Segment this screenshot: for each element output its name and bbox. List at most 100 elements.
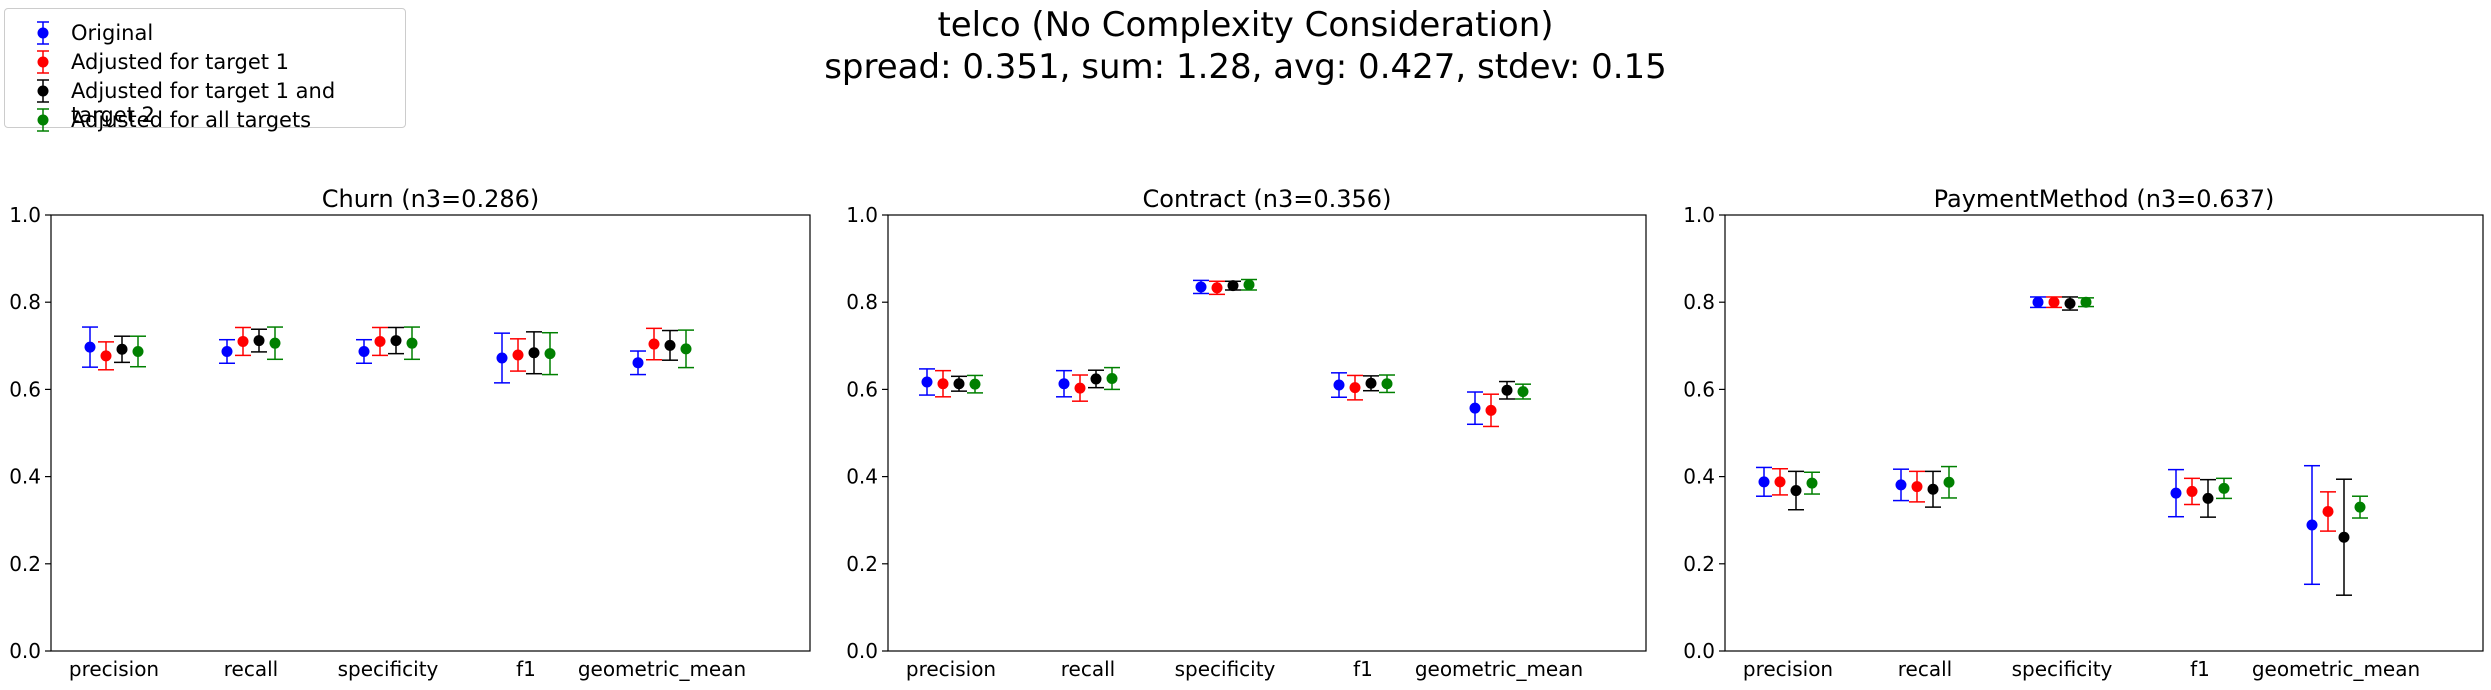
y-tick-label: 0.4: [1683, 465, 1715, 489]
y-tick-label: 0.8: [9, 290, 41, 314]
x-tick-label: specificity: [2012, 657, 2113, 681]
data-point: [269, 337, 281, 349]
data-point: [116, 343, 128, 355]
legend-item-adjusted-all: Adjusted for all targets: [5, 106, 405, 134]
y-tick-label: 0.8: [1683, 290, 1715, 314]
legend-item-adjusted-target-1: Adjusted for target 1: [5, 48, 405, 76]
data-point: [2080, 296, 2092, 308]
data-point: [2218, 482, 2230, 494]
data-point: [921, 376, 933, 388]
x-tick-label: f1: [516, 657, 536, 681]
data-point: [1485, 404, 1497, 416]
data-point: [1195, 281, 1207, 293]
y-tick-label: 0.6: [846, 377, 878, 401]
x-tick-label: geometric_mean: [2252, 657, 2420, 681]
data-point: [1517, 386, 1529, 398]
data-point: [2048, 296, 2060, 308]
data-point: [969, 378, 981, 390]
data-point: [2306, 519, 2318, 531]
data-point: [1333, 379, 1345, 391]
data-point: [1501, 384, 1513, 396]
data-point: [2032, 296, 2044, 308]
data-point: [2064, 298, 2076, 310]
x-tick-label: geometric_mean: [1415, 657, 1583, 681]
legend-marker-icon: [37, 21, 49, 45]
legend-item-original: Original: [5, 19, 405, 47]
data-point: [648, 338, 660, 350]
data-point: [1790, 485, 1802, 497]
y-tick-label: 0.8: [846, 290, 878, 314]
data-point: [632, 357, 644, 369]
y-tick-label: 1.0: [1683, 203, 1715, 227]
y-tick-label: 0.2: [846, 552, 878, 576]
x-tick-label: recall: [1061, 657, 1115, 681]
data-point: [496, 352, 508, 364]
data-point: [1806, 477, 1818, 489]
y-tick-label: 0.4: [9, 465, 41, 489]
data-point: [132, 345, 144, 357]
data-point: [1895, 479, 1907, 491]
data-point: [1074, 382, 1086, 394]
data-point: [2354, 501, 2366, 513]
data-point: [1058, 378, 1070, 390]
data-point: [1243, 279, 1255, 291]
legend-marker-icon: [37, 50, 49, 74]
data-point: [664, 339, 676, 351]
legend-item-adjusted-target-1-2: Adjusted for target 1 and target 2: [5, 77, 405, 127]
data-point: [358, 345, 370, 357]
data-point: [2186, 485, 2198, 497]
x-tick-label: recall: [1898, 657, 1952, 681]
plot-frame: [887, 214, 1647, 652]
legend-label: Original: [71, 21, 154, 45]
data-point: [544, 348, 556, 360]
data-point: [1227, 280, 1239, 292]
x-tick-label: precision: [1743, 657, 1833, 681]
x-tick-label: f1: [1353, 657, 1373, 681]
figure-title: telco (No Complexity Consideration) spre…: [0, 4, 2491, 88]
y-tick-label: 0.2: [1683, 552, 1715, 576]
data-point: [406, 337, 418, 349]
subplot-title: PaymentMethod (n3=0.637): [1934, 185, 2275, 213]
data-point: [680, 343, 692, 355]
y-tick-label: 0.6: [1683, 377, 1715, 401]
figure-title-line1: telco (No Complexity Consideration): [937, 5, 1554, 45]
data-point: [1943, 476, 1955, 488]
data-point: [953, 378, 965, 390]
data-point: [2322, 505, 2334, 517]
y-tick-label: 0.0: [9, 639, 41, 663]
x-tick-label: specificity: [338, 657, 439, 681]
data-point: [1381, 378, 1393, 390]
data-point: [2170, 487, 2182, 499]
legend-marker-icon: [37, 79, 49, 103]
y-tick-label: 0.6: [9, 377, 41, 401]
data-point: [374, 335, 386, 347]
data-point: [221, 345, 233, 357]
y-tick-label: 0.2: [9, 552, 41, 576]
data-point: [1365, 377, 1377, 389]
data-point: [1774, 476, 1786, 488]
data-point: [1211, 282, 1223, 294]
data-point: [237, 335, 249, 347]
data-point: [1911, 481, 1923, 493]
y-tick-label: 0.0: [1683, 639, 1715, 663]
data-point: [390, 335, 402, 347]
x-tick-label: geometric_mean: [578, 657, 746, 681]
data-point: [1758, 476, 1770, 488]
y-tick-label: 1.0: [9, 203, 41, 227]
data-point: [528, 347, 540, 359]
data-point: [84, 341, 96, 353]
legend-marker-icon: [37, 108, 49, 132]
y-tick-label: 0.4: [846, 465, 878, 489]
data-point: [2202, 492, 2214, 504]
x-tick-label: specificity: [1175, 657, 1276, 681]
x-tick-label: f1: [2190, 657, 2210, 681]
data-point: [512, 349, 524, 361]
legend-label: Adjusted for all targets: [71, 108, 312, 132]
legend-label: Adjusted for target 1: [71, 50, 290, 74]
y-tick-label: 1.0: [846, 203, 878, 227]
data-point: [1090, 373, 1102, 385]
data-point: [100, 350, 112, 362]
data-point: [1927, 483, 1939, 495]
legend: Original Adjusted for target 1 Adjusted …: [4, 8, 406, 132]
subplot-title: Churn (n3=0.286): [322, 185, 540, 213]
